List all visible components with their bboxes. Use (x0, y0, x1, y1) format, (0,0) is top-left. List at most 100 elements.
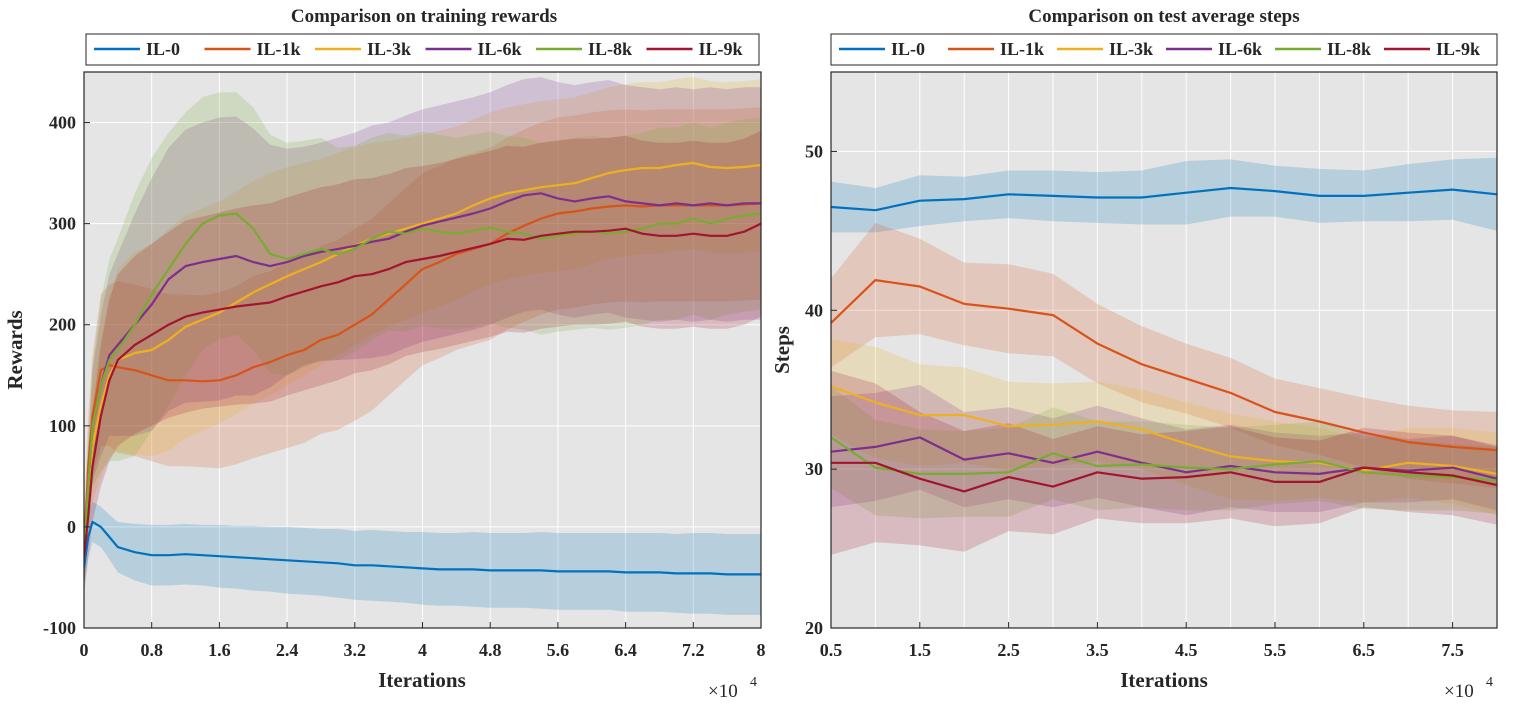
rewards-chart: Comparison on training rewards 0 0.8 1.6 2.… (3, 6, 766, 702)
x-tick-label: 3.5 (1086, 640, 1109, 660)
legend-label: IL-3k (1109, 39, 1153, 59)
x-tick-label: 3.2 (344, 640, 367, 660)
band-il-3k (831, 338, 1497, 516)
y-tick-label: 0 (67, 517, 76, 537)
legend-entry-il-3k: IL-3k (315, 39, 411, 59)
x-tick-label: 8 (757, 640, 766, 660)
legend-label: IL-3k (367, 39, 411, 59)
legend: IL-0 IL-1k IL-3k IL-6k IL-8k IL-9k (85, 33, 760, 66)
series-line-il-6k (84, 192, 761, 558)
legend-label: IL-1k (257, 39, 301, 59)
std-bands (84, 77, 761, 615)
x-tick-label: 1.6 (208, 640, 231, 660)
x-multiplier: ×10 4 (1444, 675, 1493, 702)
steps-chart: Comparison on test average steps 0.5 1.5 2… (770, 6, 1498, 702)
band-il-1k (831, 222, 1497, 489)
chart-title: Comparison on training rewards (291, 6, 557, 27)
legend-label: IL-9k (1436, 39, 1480, 59)
series-line-il-1k (831, 279, 1497, 452)
x-tick-labels: 0 0.8 1.6 2.4 3.2 4 4.8 5.6 6.4 7.2 8 (80, 622, 766, 660)
x-axis-label: Iterations (1120, 668, 1208, 692)
band-il-8k (831, 386, 1497, 519)
y-tick-label: 30 (805, 459, 823, 479)
series-line-il-0 (831, 186, 1497, 212)
band-il-8k (84, 92, 761, 588)
x-tick-label: 0 (80, 640, 89, 660)
chart-title: Comparison on test average steps (1028, 6, 1299, 27)
x-tick-label: 5.6 (547, 640, 570, 660)
legend-label: IL-6k (1218, 39, 1262, 59)
legend-entry-il-1k: IL-1k (948, 39, 1044, 59)
x-multiplier-base: ×10 (1444, 681, 1474, 702)
series-lines (831, 186, 1497, 493)
band-il-6k (831, 384, 1497, 516)
x-tick-label: 4.5 (1175, 640, 1198, 660)
series-line-il-3k (84, 161, 761, 558)
legend-entry-il-8k: IL-8k (1275, 39, 1371, 59)
legend-entry-il-0: IL-0 (839, 39, 925, 59)
x-axis-label: Iterations (378, 668, 466, 692)
legend-label: IL-0 (146, 39, 180, 59)
axes-frame (830, 71, 1498, 629)
y-tick-label: -100 (43, 618, 76, 638)
x-multiplier-exponent: 4 (750, 675, 757, 690)
x-tick-label: 7.2 (682, 640, 705, 660)
x-multiplier-base: ×10 (708, 681, 738, 702)
y-tick-labels: -100 0 100 200 300 400 (43, 113, 90, 638)
legend-entry-il-6k: IL-6k (425, 39, 522, 59)
series-line-il-1k (84, 202, 761, 558)
band-il-3k (84, 77, 761, 588)
y-tick-label: 200 (49, 315, 76, 335)
x-tick-label: 6.5 (1353, 640, 1376, 660)
x-tick-label: 4.8 (479, 640, 502, 660)
legend-label: IL-0 (891, 39, 925, 59)
series-line-il-0 (84, 520, 761, 576)
x-tick-labels: 0.5 1.5 2.5 3.5 4.5 5.5 6.5 7.5 (820, 622, 1464, 660)
series-line-il-8k (831, 436, 1497, 482)
axes-background (831, 72, 1497, 628)
series-line-il-3k (831, 385, 1497, 475)
x-tick-label: 5.5 (1264, 640, 1287, 660)
x-tick-label: 7.5 (1441, 640, 1464, 660)
legend-label: IL-8k (588, 39, 632, 59)
series-line-il-9k (831, 461, 1497, 493)
y-axis-label: Steps (770, 326, 794, 374)
x-tick-label: 2.5 (997, 640, 1020, 660)
band-il-1k (84, 107, 761, 588)
y-tick-label: 20 (805, 618, 823, 638)
band-il-6k (84, 77, 761, 588)
legend-entry-il-6k: IL-6k (1166, 39, 1262, 59)
series-line-il-8k (84, 212, 761, 558)
band-il-9k (831, 370, 1497, 555)
y-tick-label: 300 (49, 214, 76, 234)
x-multiplier: ×10 4 (708, 675, 757, 702)
band-il-0 (84, 501, 761, 615)
y-axis-label: Rewards (3, 310, 27, 389)
x-tick-label: 4 (418, 640, 427, 660)
y-tick-labels: 20 30 40 50 (805, 141, 837, 638)
series-line-il-9k (84, 222, 761, 558)
legend-entry-il-0: IL-0 (94, 39, 180, 59)
y-tick-label: 400 (49, 113, 76, 133)
x-tick-label: 2.4 (276, 640, 299, 660)
legend-label: IL-9k (699, 39, 743, 59)
legend-entry-il-3k: IL-3k (1057, 39, 1153, 59)
y-tick-label: 50 (805, 141, 823, 161)
legend-label: IL-6k (478, 39, 522, 59)
x-tick-label: 0.5 (820, 640, 843, 660)
legend-entry-il-9k: IL-9k (1384, 39, 1480, 59)
x-tick-label: 6.4 (614, 640, 637, 660)
legend-entry-il-9k: IL-9k (646, 39, 743, 59)
legend-entry-il-8k: IL-8k (536, 39, 632, 59)
legend-entry-il-1k: IL-1k (204, 39, 301, 59)
x-tick-label: 1.5 (909, 640, 932, 660)
series-lines (84, 161, 761, 576)
legend: IL-0 IL-1k IL-3k IL-6k IL-8k IL-9k (830, 33, 1498, 66)
y-tick-label: 40 (805, 300, 823, 320)
x-multiplier-exponent: 4 (1486, 675, 1493, 690)
legend-label: IL-8k (1327, 39, 1371, 59)
x-tick-label: 0.8 (140, 640, 163, 660)
legend-label: IL-1k (1000, 39, 1044, 59)
band-il-9k (84, 130, 761, 588)
